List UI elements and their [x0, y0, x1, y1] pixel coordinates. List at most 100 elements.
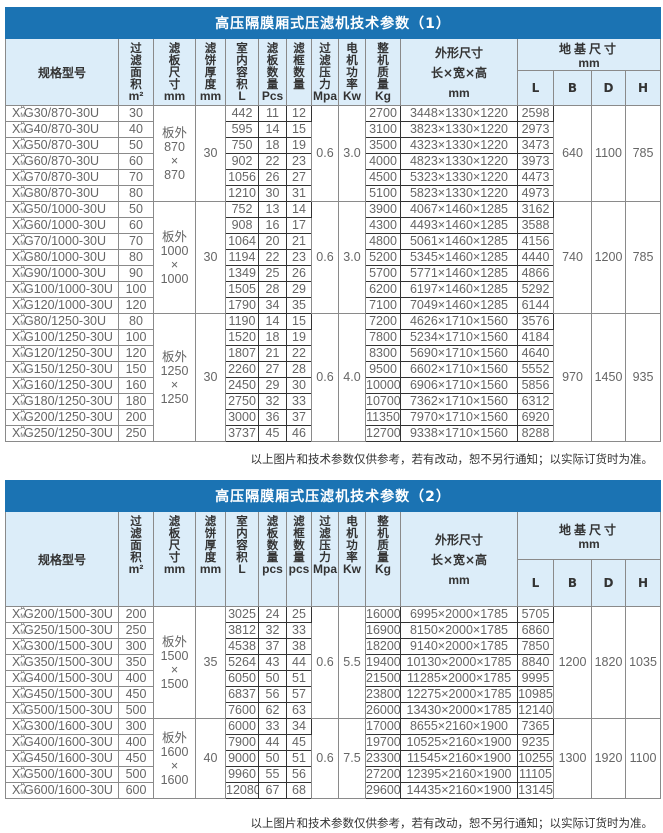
pressure-cell: 0.6 [311, 718, 339, 799]
model-cell: X A M G300/1600-30U [5, 718, 119, 735]
volume-cell: 1194 [225, 249, 259, 266]
plate-size-cell: 板外 1250 × 1250 [153, 313, 196, 442]
volume-cell: 2450 [225, 377, 259, 394]
area-cell: 450 [118, 750, 154, 767]
foundation-D-cell: 1820 [591, 606, 626, 719]
foundation-L-cell: 3576 [517, 313, 554, 330]
dims-cell: 5823×1330×1220 [400, 185, 518, 202]
frames-cell: 21 [286, 233, 312, 250]
header-dims: 外形尺寸 长×宽×高 mm [400, 38, 518, 106]
volume-cell: 3025 [225, 606, 259, 623]
header-dims: 外形尺寸 长×宽×高 mm [400, 511, 518, 607]
weight-cell: 7100 [365, 297, 401, 314]
area-cell: 150 [118, 361, 154, 378]
dims-cell: 9140×2000×1785 [400, 638, 518, 655]
plates-cell: 32 [258, 622, 287, 639]
dims-cell: 7049×1460×1285 [400, 297, 518, 314]
volume-cell: 442 [225, 105, 259, 122]
model-cell: X A M G200/1500-30U [5, 606, 119, 623]
cake-cell: 30 [195, 105, 226, 202]
header-cake: 滤饼厚度 mm [195, 38, 226, 106]
area-cell: 70 [118, 233, 154, 250]
weight-cell: 3100 [365, 121, 401, 138]
dims-cell: 4323×1330×1220 [400, 137, 518, 154]
dims-cell: 11545×2160×1900 [400, 750, 518, 767]
header-model: 规格型号 [5, 38, 119, 106]
header-foundation: 地基尺寸 mm [516, 511, 662, 560]
area-cell: 400 [118, 670, 154, 687]
dims-cell: 5234×1710×1560 [400, 329, 518, 346]
model-cell: X A M G400/1500-30U [5, 670, 119, 687]
plates-cell: 43 [258, 654, 287, 671]
plates-cell: 18 [258, 329, 287, 346]
cake-cell: 35 [195, 606, 226, 719]
foundation-H-cell: 1100 [624, 718, 662, 799]
header-plate-size: 滤板尺寸 mm [153, 38, 196, 106]
model-cell: X A M G450/1500-30U [5, 686, 119, 703]
cake-cell: 30 [195, 313, 226, 442]
weight-cell: 9500 [365, 361, 401, 378]
plate-size-cell: 板外 1500 × 1500 [153, 606, 196, 719]
area-cell: 90 [118, 265, 154, 282]
model-cell: X A M G500/1500-30U [5, 702, 119, 719]
frames-cell: 28 [286, 361, 312, 378]
area-cell: 60 [118, 217, 154, 234]
model-cell: X A M G120/1250-30U [5, 345, 119, 362]
area-cell: 50 [118, 201, 154, 218]
weight-cell: 23800 [365, 686, 401, 703]
frames-cell: 35 [286, 297, 312, 314]
frames-cell: 14 [286, 201, 312, 218]
model-cell: X A M G450/1600-30U [5, 750, 119, 767]
pressure-cell: 0.6 [311, 606, 339, 719]
table-row: X A M G60/1000-30U 60 908 16 17 4300 4493×1460×12… [5, 217, 661, 234]
header-foundation-B: B [553, 70, 592, 106]
model-cell: X A M G80/1250-30U [5, 313, 119, 330]
model-cell: X A M G300/1500-30U [5, 638, 119, 655]
model-cell: X A M G500/1600-30U [5, 766, 119, 783]
weight-cell: 26000 [365, 702, 401, 719]
area-cell: 500 [118, 702, 154, 719]
dims-cell: 12275×2000×1785 [400, 686, 518, 703]
table-row: X A M G200/1250-30U 200 3000 36 37 11350 7970×171… [5, 409, 661, 426]
weight-cell: 11350 [365, 409, 401, 426]
plates-cell: 22 [258, 153, 287, 170]
header-foundation-H: H [624, 559, 662, 607]
dims-cell: 8655×2160×1900 [400, 718, 518, 735]
dims-cell: 5345×1460×1285 [400, 249, 518, 266]
foundation-L-cell: 9235 [517, 734, 554, 751]
area-cell: 120 [118, 297, 154, 314]
foundation-L-cell: 5705 [517, 606, 554, 623]
volume-cell: 1064 [225, 233, 259, 250]
plates-cell: 50 [258, 750, 287, 767]
frames-cell: 15 [286, 313, 312, 330]
weight-cell: 19700 [365, 734, 401, 751]
dims-cell: 5690×1710×1560 [400, 345, 518, 362]
frames-cell: 46 [286, 425, 312, 442]
model-cell: X A M G90/1000-30U [5, 265, 119, 282]
disclaimer-note-2: 以上图片和技术参数仅供参考，若有改动，恕不另行通知；以实际订货时为准。 [250, 816, 654, 830]
volume-cell: 9000 [225, 750, 259, 767]
table-title: 高压隔膜厢式压滤机技术参数（2） [4, 480, 662, 512]
weight-cell: 5200 [365, 249, 401, 266]
foundation-L-cell: 12140 [517, 702, 554, 719]
frames-cell: 23 [286, 249, 312, 266]
foundation-L-cell: 2598 [517, 105, 554, 122]
dims-cell: 7970×1710×1560 [400, 409, 518, 426]
table-row: X A M G600/1600-30U 600 12080 67 68 29600 14435×2… [5, 782, 661, 799]
table-row: X A M G160/1250-30U 160 2450 29 30 10000 6906×171… [5, 377, 661, 394]
model-cell: X A M G350/1500-30U [5, 654, 119, 671]
plates-cell: 16 [258, 217, 287, 234]
frames-cell: 57 [286, 686, 312, 703]
dims-cell: 6995×2000×1785 [400, 606, 518, 623]
area-cell: 250 [118, 622, 154, 639]
header-area: 过滤面积 m² [118, 38, 154, 106]
foundation-L-cell: 8288 [517, 425, 554, 442]
frames-cell: 23 [286, 153, 312, 170]
model-cell: X A M G250/1500-30U [5, 622, 119, 639]
dims-cell: 3823×1330×1220 [400, 121, 518, 138]
area-cell: 500 [118, 766, 154, 783]
model-cell: X A M G400/1600-30U [5, 734, 119, 751]
weight-cell: 12700 [365, 425, 401, 442]
header-weight: 整机质量 Kg [365, 38, 401, 106]
spec-table-1: 高压隔膜厢式压滤机技术参数（1） 规格型号 过滤面积 m² 滤板尺寸 mm 滤饼厚度… [4, 7, 662, 442]
